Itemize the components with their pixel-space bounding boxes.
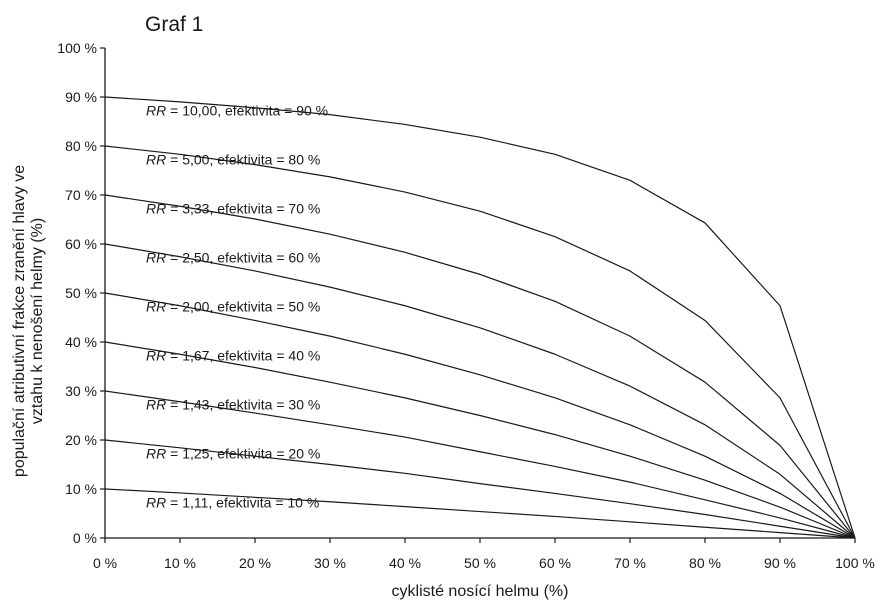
y-axis-ticks: 0 % 10 % 20 % 30 % 40 % 50 % 60 % 70 % 80 % 90 % 1… [57, 40, 105, 546]
series-label-rr: RR [146, 495, 166, 511]
series-label-rr: RR [146, 397, 166, 413]
series-label-values: = 1,11, efektivita = 10 % [166, 495, 319, 511]
series-label-values: = 5,00, efektivita = 80 % [166, 152, 320, 168]
y-tick-label: 0 % [73, 530, 97, 546]
x-tick-label: 60 % [539, 555, 571, 571]
y-tick-label: 40 % [65, 334, 97, 350]
y-tick-label: 90 % [65, 89, 97, 105]
y-tick-label: 60 % [65, 236, 97, 252]
y-tick-label: 10 % [65, 481, 97, 497]
x-tick-label: 10 % [164, 555, 196, 571]
series-label-rr: RR [146, 348, 166, 364]
series-label-rr: RR [146, 152, 166, 168]
series-label-values: = 1,43, efektivita = 30 % [166, 397, 320, 413]
series-label: RR = 2,00, efektivita = 50 % [146, 299, 320, 315]
chart-title: Graf 1 [145, 13, 203, 36]
x-tick-label: 70 % [614, 555, 646, 571]
y-axis-title: populační atributivní frakce zranění hla… [11, 165, 46, 477]
series-label-values: = 1,25, efektivita = 20 % [166, 446, 320, 462]
series-label: RR = 1,11, efektivita = 10 % [146, 495, 319, 511]
x-tick-label: 0 % [93, 555, 117, 571]
y-axis-title-line-1: populační atributivní frakce zranění hla… [11, 165, 28, 477]
series-label-values: = 2,50, efektivita = 60 % [166, 250, 320, 266]
series-label-rr: RR [146, 446, 166, 462]
x-tick-label: 40 % [389, 555, 421, 571]
series-line [104, 96, 856, 539]
x-tick-label: 50 % [464, 555, 496, 571]
series-label: RR = 10,00, efektivita = 90 % [146, 103, 328, 119]
series-line [104, 145, 856, 539]
x-tick-label: 20 % [239, 555, 271, 571]
series-line [104, 292, 856, 539]
series-line [104, 390, 856, 539]
series-label: RR = 5,00, efektivita = 80 % [146, 152, 320, 168]
series-label: RR = 1,43, efektivita = 30 % [146, 397, 320, 413]
x-tick-label: 30 % [314, 555, 346, 571]
x-tick-label: 100 % [835, 555, 875, 571]
series-label: RR = 1,67, efektivita = 40 % [146, 348, 320, 364]
series-line [104, 439, 856, 539]
series-labels: RR = 10,00, efektivita = 90 %RR = 5,00, … [146, 103, 328, 511]
y-tick-label: 70 % [65, 187, 97, 203]
series-label-values: = 1,67, efektivita = 40 % [166, 348, 320, 364]
series-label: RR = 2,50, efektivita = 60 % [146, 250, 320, 266]
series-label: RR = 1,25, efektivita = 20 % [146, 446, 320, 462]
y-tick-label: 80 % [65, 138, 97, 154]
series-label-values: = 2,00, efektivita = 50 % [166, 299, 320, 315]
x-axis-ticks: 0 % 10 % 20 % 30 % 40 % 50 % 60 % 70 % 80 % 90 % 1… [93, 538, 875, 571]
y-tick-label: 50 % [65, 285, 97, 301]
series-line [104, 194, 856, 539]
y-axis-title-line-2: vztahu k nenošení helmy (%) [29, 218, 46, 424]
x-axis-title: cyklisté nosící helmu (%) [392, 583, 569, 600]
series-line [104, 243, 856, 539]
series-label-rr: RR [146, 103, 166, 119]
series-lines [104, 96, 856, 539]
series-line [104, 488, 856, 539]
y-tick-label: 20 % [65, 432, 97, 448]
x-tick-label: 80 % [689, 555, 721, 571]
series-label-values: = 10,00, efektivita = 90 % [166, 103, 328, 119]
x-tick-label: 90 % [764, 555, 796, 571]
series-label: RR = 3,33, efektivita = 70 % [146, 201, 320, 217]
series-label-values: = 3,33, efektivita = 70 % [166, 201, 320, 217]
y-tick-label: 100 % [57, 40, 97, 56]
series-line [104, 341, 856, 539]
y-tick-label: 30 % [65, 383, 97, 399]
series-label-rr: RR [146, 201, 166, 217]
series-label-rr: RR [146, 299, 166, 315]
series-label-rr: RR [146, 250, 166, 266]
